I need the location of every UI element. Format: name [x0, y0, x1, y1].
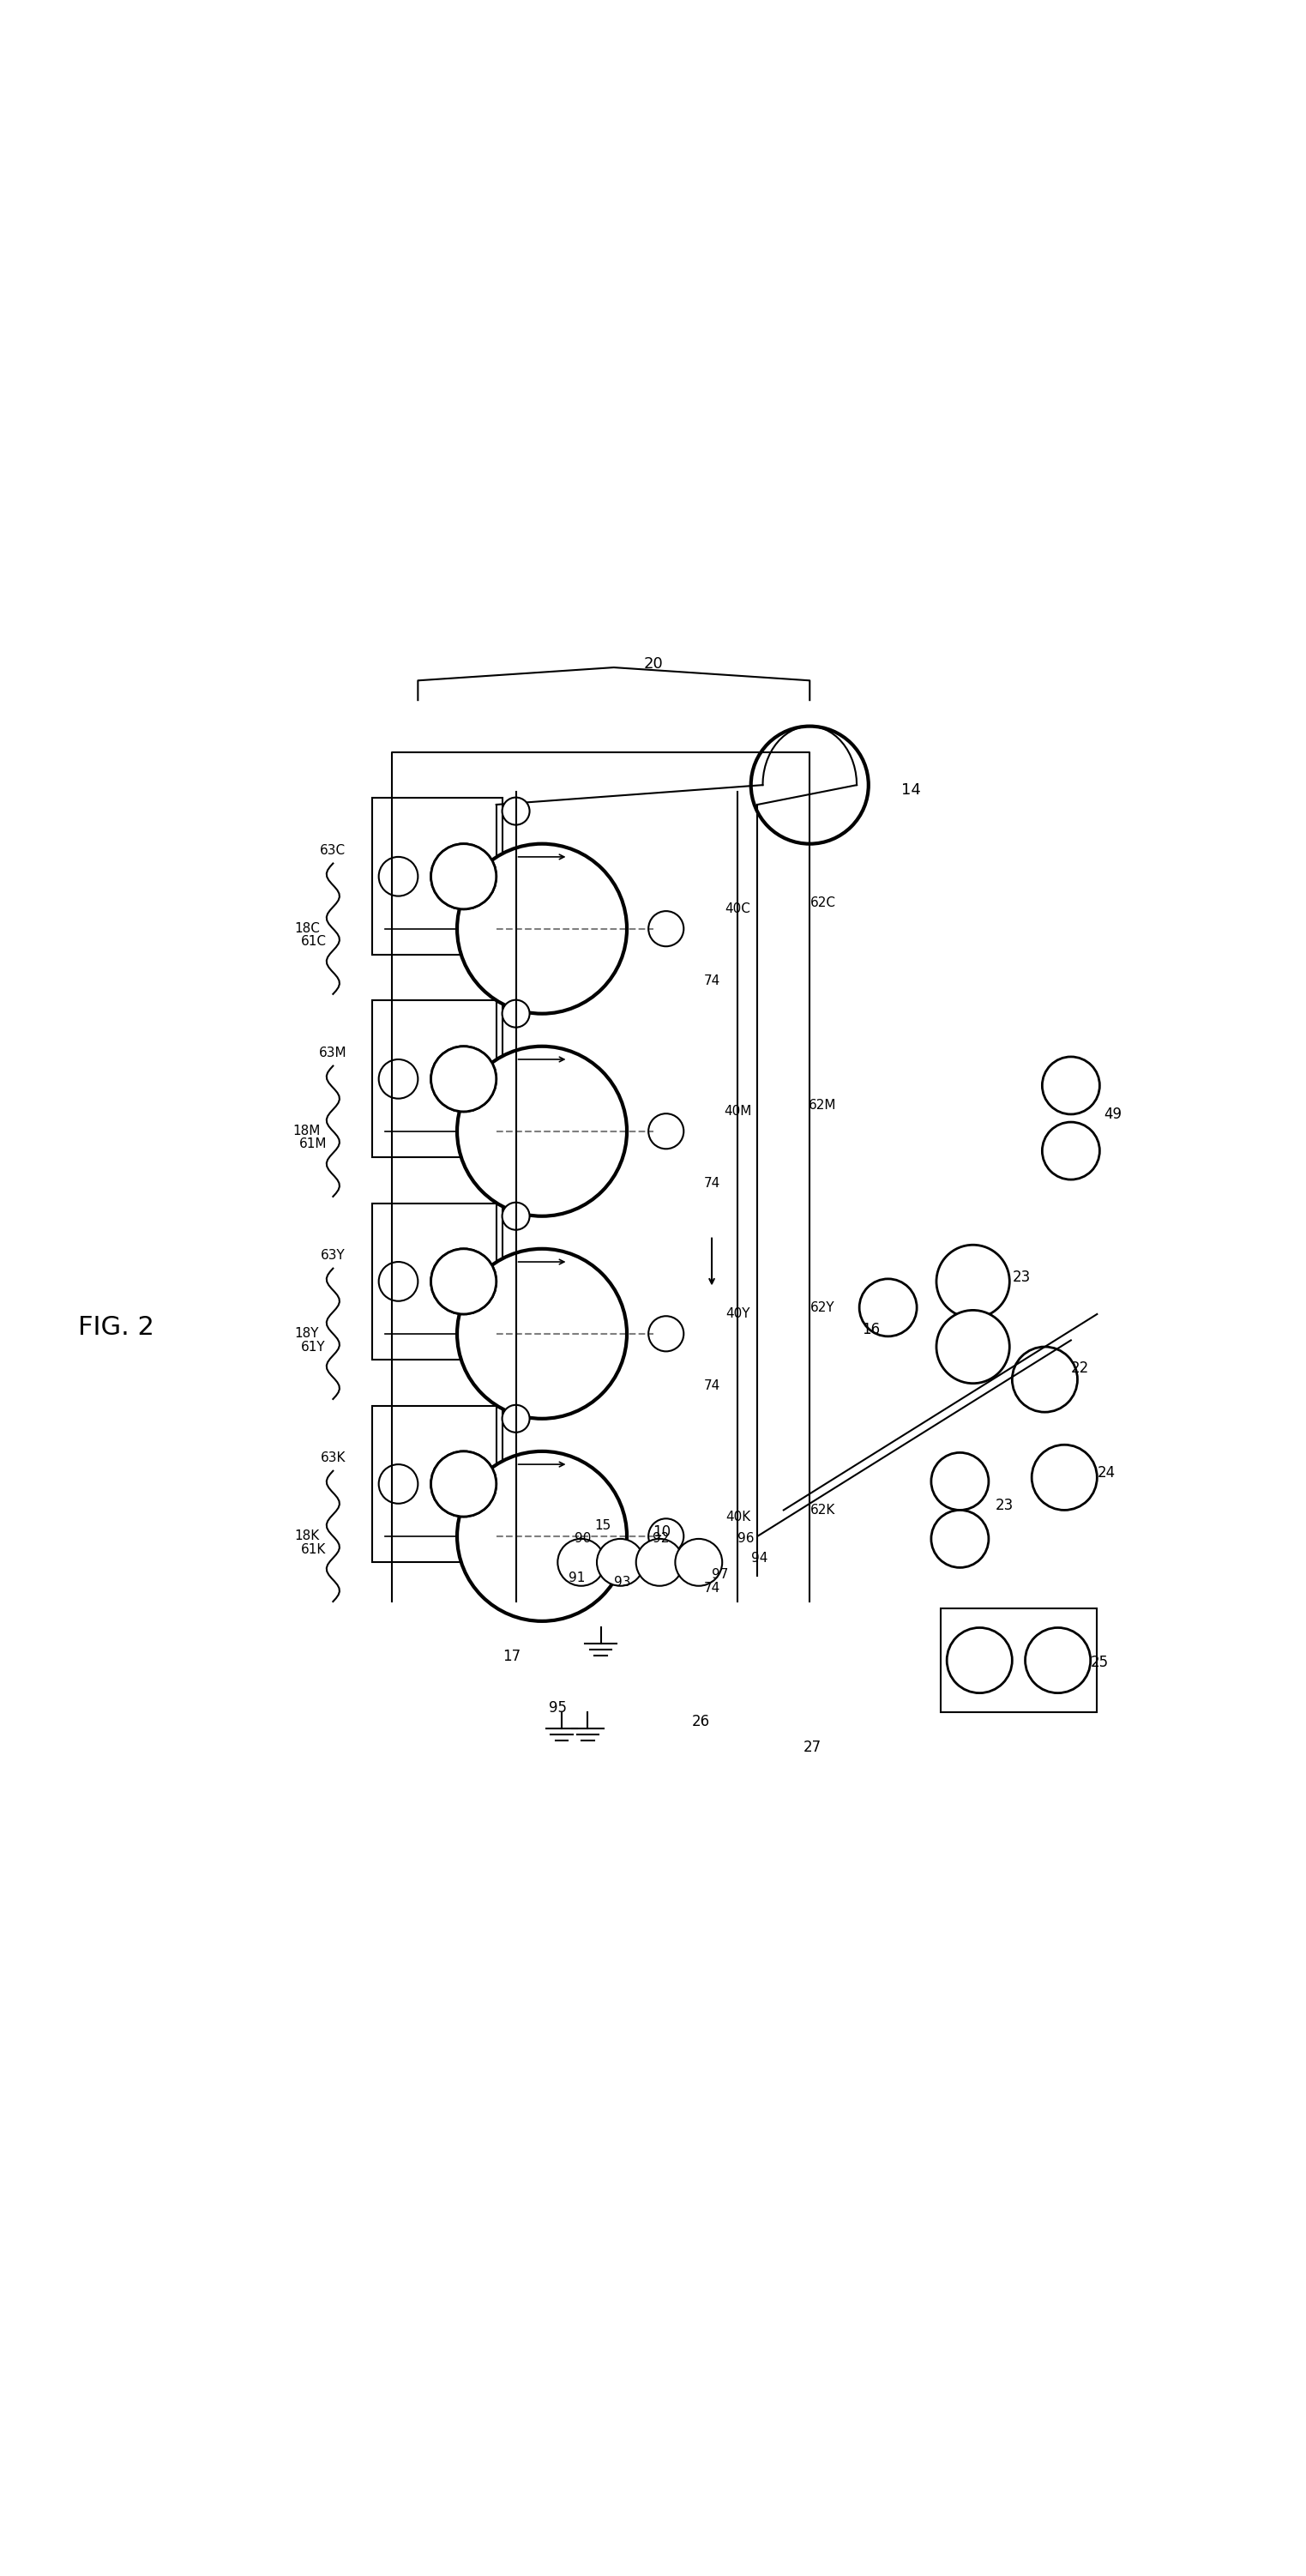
Circle shape [558, 1538, 605, 1587]
Circle shape [379, 1262, 418, 1301]
Circle shape [947, 1628, 1012, 1692]
Text: 91: 91 [568, 1571, 585, 1584]
Text: 40C: 40C [725, 902, 751, 914]
Text: 18Y: 18Y [295, 1327, 319, 1340]
Text: 95: 95 [549, 1700, 567, 1716]
Circle shape [675, 1538, 722, 1587]
Circle shape [931, 1453, 989, 1510]
Text: 94: 94 [751, 1553, 768, 1566]
Text: 40M: 40M [724, 1105, 752, 1118]
Circle shape [502, 799, 529, 824]
Text: 97: 97 [712, 1569, 729, 1582]
Text: 62K: 62K [810, 1504, 836, 1517]
Text: 96: 96 [738, 1533, 755, 1546]
Bar [372, 1406, 503, 1564]
Text: 24: 24 [1097, 1466, 1115, 1481]
Text: 74: 74 [704, 1177, 720, 1190]
Circle shape [379, 1463, 418, 1504]
Text: 61C: 61C [300, 935, 326, 948]
Text: 23: 23 [995, 1499, 1013, 1515]
Text: 27: 27 [803, 1739, 821, 1754]
Text: 20: 20 [644, 657, 662, 672]
Circle shape [431, 1046, 496, 1113]
Circle shape [457, 1450, 627, 1620]
Text: 62M: 62M [808, 1100, 837, 1110]
Text: 93: 93 [614, 1577, 631, 1589]
Circle shape [931, 1510, 989, 1569]
Text: 62Y: 62Y [811, 1301, 835, 1314]
Text: 18C: 18C [294, 922, 320, 935]
Text: 61Y: 61Y [302, 1340, 325, 1352]
Circle shape [379, 1059, 418, 1097]
Text: 18M: 18M [293, 1126, 321, 1139]
Circle shape [648, 912, 684, 945]
Circle shape [431, 1249, 496, 1314]
Circle shape [502, 1203, 529, 1229]
Text: 90: 90 [575, 1533, 592, 1546]
Text: 40Y: 40Y [726, 1309, 750, 1321]
Text: 18K: 18K [294, 1530, 320, 1543]
Circle shape [597, 1538, 644, 1587]
Text: 63C: 63C [320, 845, 346, 858]
Circle shape [751, 726, 868, 845]
Text: 25: 25 [1091, 1654, 1109, 1669]
Circle shape [1025, 1628, 1091, 1692]
Circle shape [431, 1249, 496, 1314]
Text: 92: 92 [653, 1533, 670, 1546]
Text: 63K: 63K [320, 1450, 346, 1463]
Text: 74: 74 [704, 974, 720, 987]
Circle shape [936, 1311, 1010, 1383]
Circle shape [648, 1113, 684, 1149]
Text: 22: 22 [1071, 1360, 1089, 1376]
Text: 26: 26 [692, 1713, 710, 1728]
Text: 62C: 62C [810, 896, 836, 909]
Circle shape [431, 1450, 496, 1517]
Text: 17: 17 [503, 1649, 521, 1664]
Bar [940, 1607, 1097, 1713]
Circle shape [457, 1249, 627, 1419]
Circle shape [1032, 1445, 1097, 1510]
Circle shape [502, 999, 529, 1028]
Text: FIG. 2: FIG. 2 [78, 1314, 154, 1340]
Text: 61M: 61M [299, 1139, 328, 1151]
Circle shape [457, 1046, 627, 1216]
Bar [372, 1203, 503, 1360]
Circle shape [936, 1244, 1010, 1319]
Text: 61K: 61K [300, 1543, 326, 1556]
Circle shape [379, 858, 418, 896]
Circle shape [636, 1538, 683, 1587]
Text: 49: 49 [1104, 1105, 1122, 1121]
Bar [372, 799, 503, 956]
Text: 40K: 40K [725, 1510, 751, 1522]
Text: 16: 16 [862, 1321, 880, 1337]
Circle shape [648, 1316, 684, 1352]
Circle shape [648, 1520, 684, 1553]
Circle shape [457, 845, 627, 1012]
Text: 63Y: 63Y [321, 1249, 345, 1262]
Circle shape [431, 845, 496, 909]
Circle shape [1042, 1123, 1100, 1180]
Text: 74: 74 [704, 1381, 720, 1394]
Text: 14: 14 [901, 783, 921, 799]
Text: 63M: 63M [319, 1046, 347, 1059]
Circle shape [859, 1278, 917, 1337]
Bar [372, 999, 503, 1157]
Circle shape [431, 845, 496, 909]
Text: 15: 15 [594, 1520, 611, 1533]
Circle shape [431, 1046, 496, 1113]
Circle shape [502, 1404, 529, 1432]
Circle shape [1012, 1347, 1077, 1412]
Circle shape [431, 1450, 496, 1517]
Text: 23: 23 [1012, 1270, 1030, 1285]
Text: 10: 10 [653, 1525, 671, 1540]
Text: 74: 74 [704, 1582, 720, 1595]
Circle shape [1042, 1056, 1100, 1115]
